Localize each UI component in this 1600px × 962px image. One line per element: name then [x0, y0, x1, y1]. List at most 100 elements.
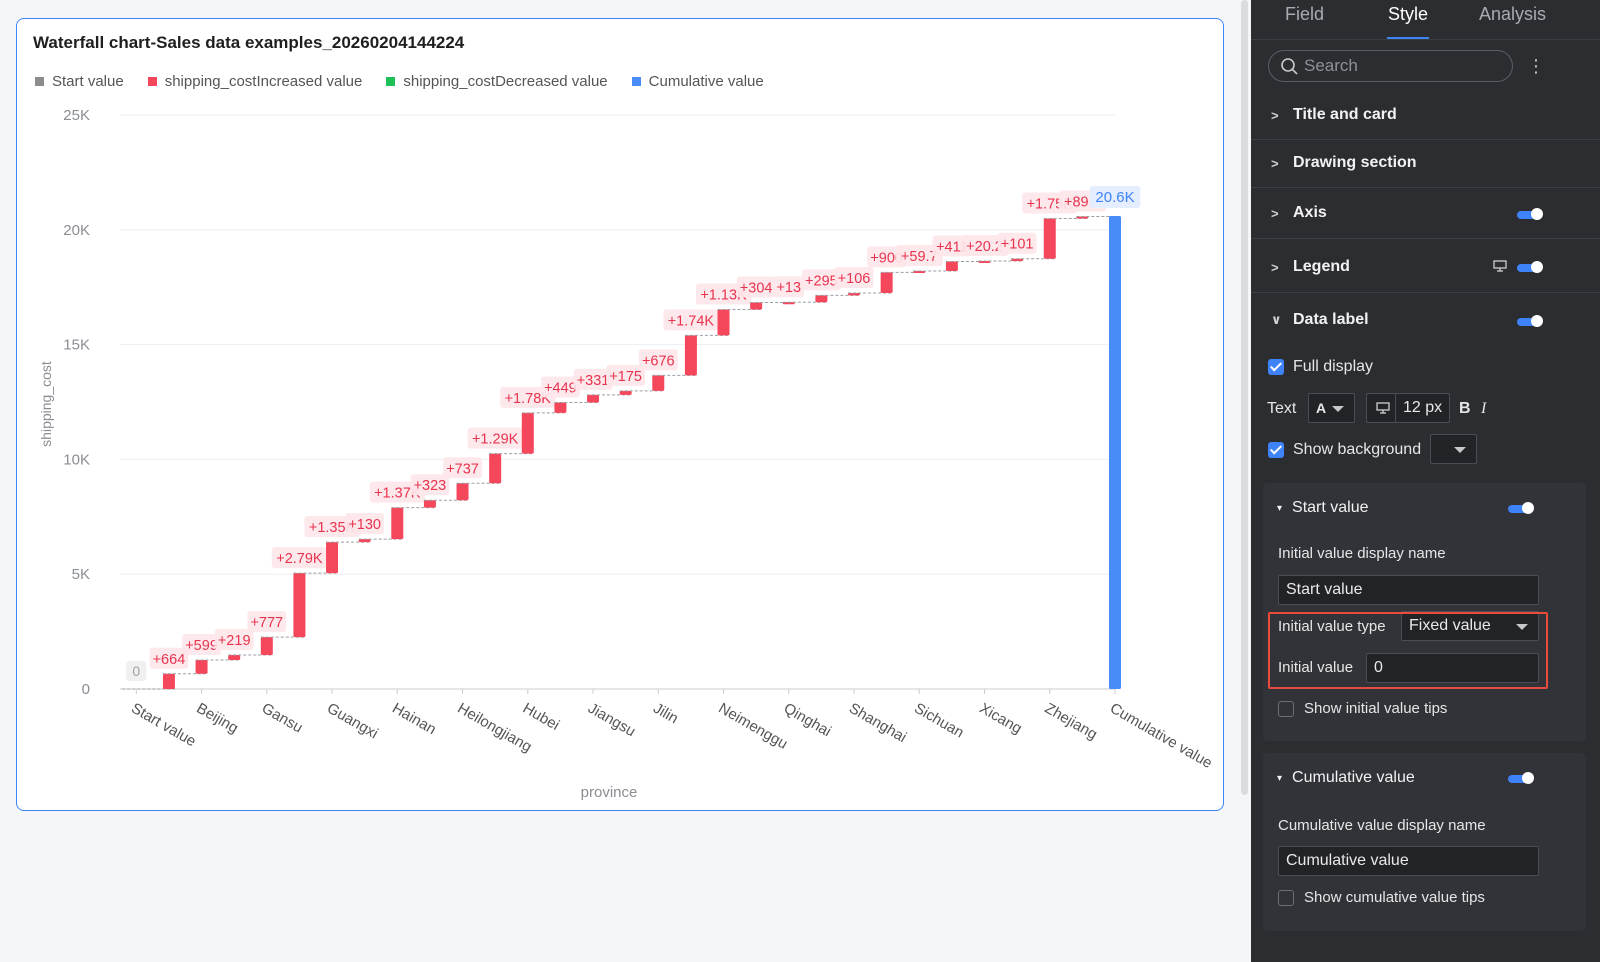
section-drawing[interactable]: > Drawing section [1251, 140, 1600, 188]
increase-label: +676 [642, 353, 675, 369]
legend-item[interactable]: Cumulative value [631, 73, 764, 90]
data-label-bg [573, 368, 613, 390]
tab-style[interactable]: Style [1388, 4, 1429, 24]
data-label-header[interactable]: ∨ Data label [1271, 311, 1369, 329]
increase-bar [228, 654, 241, 661]
x-tick-label: Shanghai [846, 700, 909, 746]
section-label: Axis [1293, 204, 1327, 221]
font-color-select[interactable]: A [1308, 393, 1355, 423]
initial-value-input[interactable]: 0 [1366, 653, 1539, 683]
bold-button[interactable]: B [1459, 400, 1471, 417]
cumulative-value-header[interactable]: ▾ Cumulative value [1277, 769, 1415, 786]
section-label: Data label [1293, 311, 1369, 328]
section-legend[interactable]: > Legend [1251, 239, 1600, 293]
data-label-bg [214, 628, 254, 650]
increase-label: +1.37K [374, 486, 421, 502]
section-title-and-card[interactable]: > Title and card [1251, 92, 1600, 140]
legend-label: Start value [52, 73, 124, 90]
increase-label: +777 [250, 615, 283, 631]
tab-field[interactable]: Field [1285, 4, 1325, 24]
background-color-select[interactable] [1430, 434, 1477, 464]
initial-display-name-input[interactable]: Start value [1278, 575, 1539, 605]
increase-label: +1.13K [700, 287, 747, 303]
legend-swatch [386, 77, 396, 86]
increase-label: +1.35K [309, 520, 356, 536]
show-initial-tips-checkbox[interactable] [1278, 701, 1294, 717]
increase-label: +737 [446, 461, 479, 477]
initial-value-type-label: Initial value type [1278, 618, 1386, 635]
canvas-scrollbar[interactable] [1241, 0, 1248, 795]
axis-toggle[interactable] [1517, 208, 1543, 220]
chart-card[interactable]: 0 5K 10K 15K 20K 25K shipping_cost province Star… [16, 18, 1224, 811]
increase-bar [815, 295, 828, 303]
x-axis-label: province [581, 784, 638, 801]
chart-legend: Start value shipping_costIncreased value s… [35, 73, 764, 90]
data-label-bg [773, 276, 805, 298]
increase-label: +304 [740, 280, 773, 296]
x-tick-label: Hainan [389, 700, 439, 738]
increase-bar [260, 637, 273, 655]
waterfall-chart: 0 5K 10K 15K 20K 25K shipping_cost province Star… [38, 107, 1215, 801]
initial-display-name-label: Initial value display name [1278, 545, 1446, 562]
font-size-value: 12 px [1403, 399, 1443, 416]
increase-label: +449 [544, 381, 577, 397]
tab-analysis[interactable]: Analysis [1479, 4, 1547, 24]
font-size-input[interactable]: 12 px [1366, 393, 1450, 423]
x-tick-label: Guangxi [324, 700, 381, 743]
increase-bar [358, 539, 371, 543]
increase-bar [1076, 216, 1089, 219]
caret-down-icon: ▾ [1277, 502, 1283, 514]
show-cumulative-tips-label: Show cumulative value tips [1304, 889, 1485, 906]
initial-value-type-select[interactable]: Fixed value [1401, 611, 1539, 641]
chevron-down-icon [1516, 624, 1528, 630]
section-label: Legend [1293, 258, 1350, 275]
increase-label: +13 [776, 280, 801, 296]
data-label-bg [895, 244, 943, 266]
increase-label: +664 [153, 652, 186, 668]
start-value-label: 0 [132, 663, 140, 679]
legend-item[interactable]: shipping_costIncreased value [147, 73, 362, 90]
start-value-header[interactable]: ▾ Start value [1277, 499, 1369, 516]
section-label: Title and card [1293, 106, 1397, 123]
chevron-down-icon [1454, 447, 1466, 453]
search-input[interactable] [1304, 56, 1494, 76]
legend-item[interactable]: shipping_costDecreased value [386, 73, 608, 90]
chevron-right-icon: > [1271, 259, 1279, 275]
x-tick-label: Xicang [977, 700, 1025, 738]
more-options-icon[interactable]: ⋮ [1527, 56, 1545, 76]
show-cumulative-tips-checkbox[interactable] [1278, 890, 1294, 906]
increase-label: +295 [805, 273, 838, 289]
data-label-bg [736, 276, 776, 298]
monitor-icon[interactable] [1493, 260, 1507, 272]
data-label-bg [345, 513, 385, 535]
increase-bar [521, 412, 534, 454]
cumulative-display-name-label: Cumulative value display name [1278, 817, 1486, 834]
legend-item[interactable]: Start value [35, 73, 124, 90]
italic-button[interactable]: I [1481, 400, 1487, 417]
x-tick-label: Start value [128, 700, 199, 751]
legend-toggle[interactable] [1517, 261, 1543, 273]
show-background-checkbox[interactable] [1268, 442, 1284, 458]
x-tick-label: Gansu [259, 700, 306, 737]
increase-bar [456, 483, 469, 501]
increase-bar [684, 335, 697, 376]
data-label-bg [663, 309, 719, 331]
x-tick-label: Beijing [194, 700, 241, 737]
data-label-toggle[interactable] [1517, 315, 1543, 327]
style-panel: Field Style Analysis ⋮ > Title and card >… [1251, 0, 1600, 962]
full-display-checkbox[interactable] [1268, 359, 1284, 375]
x-tick-label: Sichuan [911, 700, 966, 742]
legend-label: Cumulative value [648, 73, 764, 90]
start-value-toggle[interactable] [1508, 502, 1534, 514]
chevron-down-icon: ∨ [1271, 312, 1282, 327]
cumulative-display-name-input[interactable]: Cumulative value [1278, 846, 1539, 876]
x-tick-label: Neimenggu [716, 700, 791, 753]
cumulative-value-toggle[interactable] [1508, 772, 1534, 784]
increase-bar [326, 542, 339, 574]
section-axis[interactable]: > Axis [1251, 188, 1600, 239]
data-label-bg [467, 427, 523, 449]
increase-label: +1.74K [668, 313, 715, 329]
cumulative-value-card: ▾ Cumulative value Cumulative value displ… [1263, 753, 1586, 931]
chevron-right-icon: > [1271, 155, 1279, 171]
y-tick-label: 5K [72, 566, 90, 583]
